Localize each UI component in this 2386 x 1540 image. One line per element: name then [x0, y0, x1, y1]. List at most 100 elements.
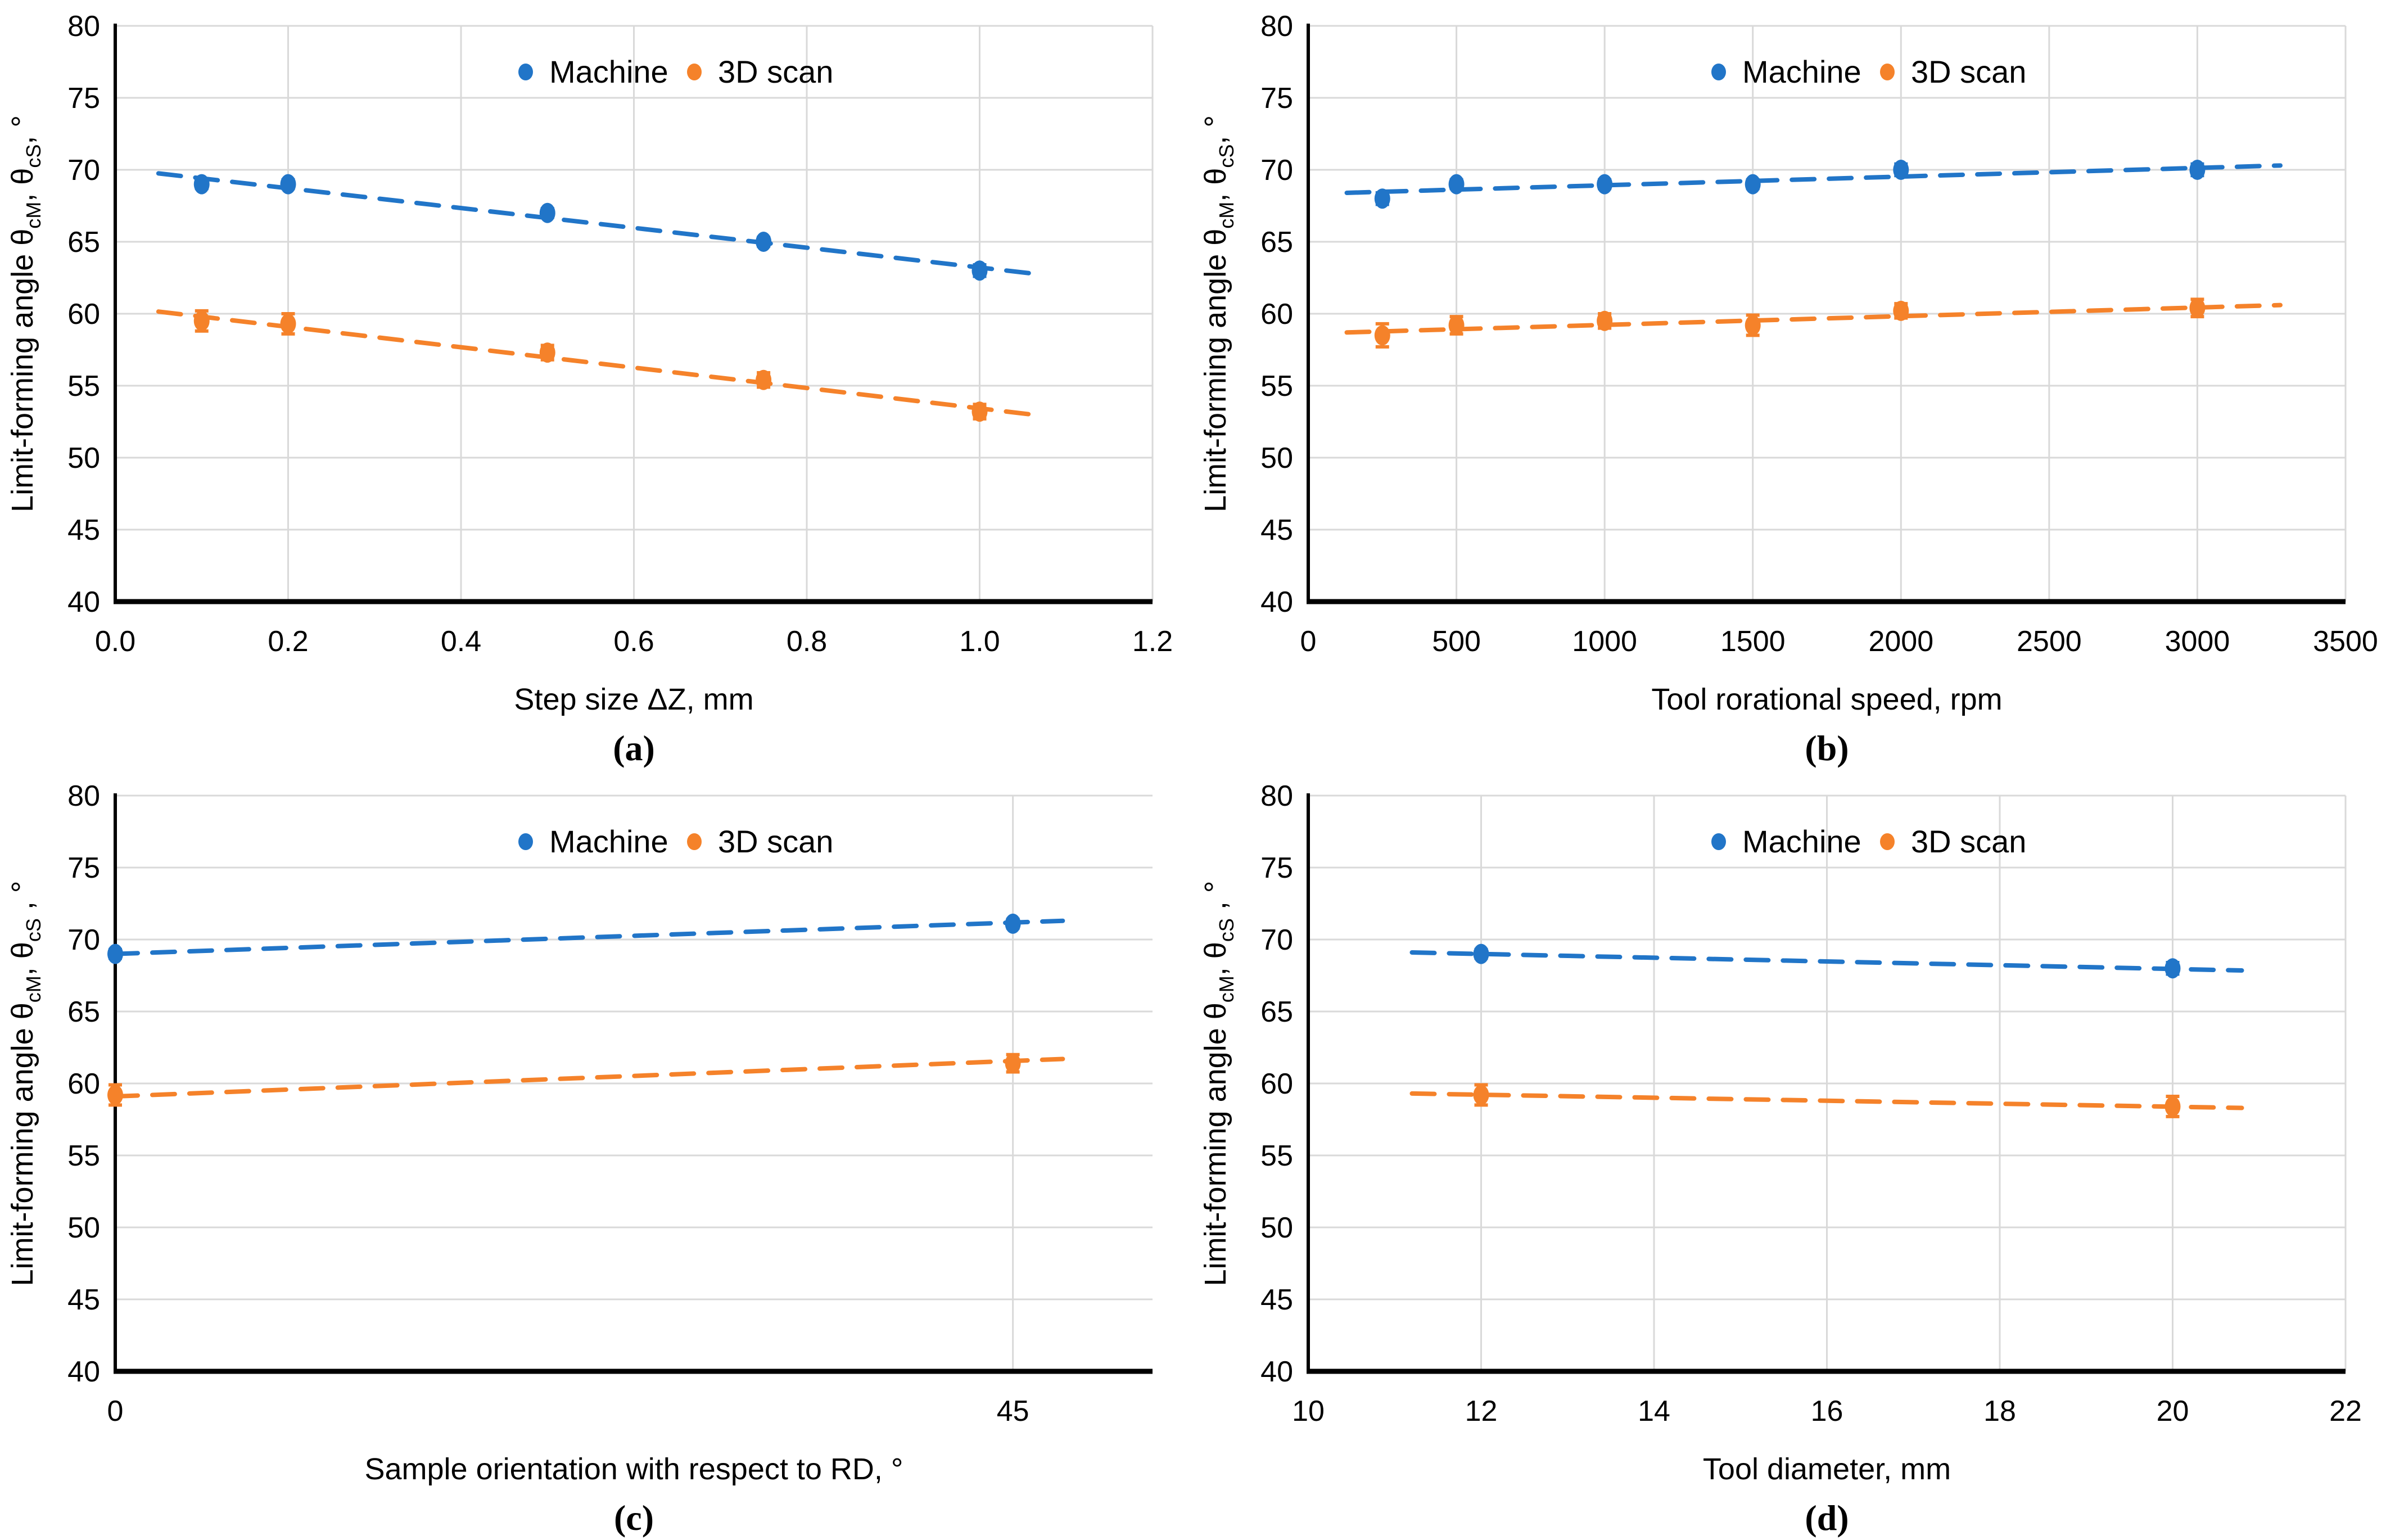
x-tick-label: 12: [1465, 1395, 1498, 1428]
legend-label: Machine: [1742, 824, 1861, 859]
chart-panel-a: 0.0 0.2 0.4 0.6 0.8 1.0 1.2 40 45 50 55 60 65 70 75 80 S…: [0, 0, 1193, 770]
y-tick-label: 70: [1260, 154, 1293, 187]
legend-label: 3D scan: [718, 54, 833, 89]
x-axis-title: Step size ΔZ, mm: [514, 683, 753, 716]
data-point-scan: [1597, 310, 1613, 331]
legend-label: 3D scan: [1911, 54, 2026, 89]
legend-marker-machine: [1711, 833, 1726, 850]
data-point-scan: [1448, 315, 1465, 336]
y-tick-label: 40: [1260, 586, 1293, 618]
legend-marker-scan: [1880, 833, 1895, 850]
data-point-scan: [193, 310, 210, 331]
y-tick-label: 55: [1260, 370, 1293, 403]
y-tick-label: 80: [1260, 780, 1293, 812]
y-tick-label: 60: [1260, 298, 1293, 331]
data-point-scan: [1745, 315, 1761, 336]
y-tick-label: 45: [67, 514, 100, 547]
y-tick-label: 75: [1260, 852, 1293, 884]
data-point-machine: [1745, 174, 1761, 195]
x-tick-label: 0.8: [787, 625, 827, 658]
y-tick-label: 80: [67, 10, 100, 43]
chart-panel-c: 0 45 40 45 50 55 60 65 70 75 80 Sample orientation …: [0, 770, 1193, 1540]
y-tick-label: 80: [1260, 10, 1293, 43]
data-point-machine: [193, 174, 210, 195]
trendline-scan: [1344, 302, 2283, 335]
y-tick-label: 50: [67, 1212, 100, 1244]
x-tick-label: 1000: [1572, 625, 1637, 658]
x-tick-label: 10: [1292, 1395, 1325, 1428]
panel-caption: (d): [1805, 1498, 1849, 1538]
data-point-scan: [971, 401, 988, 422]
x-tick-label: 3000: [2165, 625, 2230, 658]
data-point-scan: [539, 342, 555, 363]
legend-label: Machine: [549, 54, 668, 89]
y-tick-label: 40: [67, 1356, 100, 1388]
data-point-scan: [2164, 1096, 2181, 1117]
data-point-machine: [1473, 943, 1489, 964]
x-tick-label: 3500: [2313, 625, 2378, 658]
trendline-scan: [113, 1056, 1065, 1099]
data-point-machine: [1374, 188, 1390, 209]
trendline-scan: [156, 309, 1034, 417]
legend-label: Machine: [549, 824, 668, 859]
trendline-machine: [156, 171, 1034, 276]
y-tick-label: 75: [67, 852, 100, 884]
chart-b: 0 500 1000 1500 2000 2500 3000 3500 40 45 50 55 60 65…: [1199, 10, 2378, 768]
chart-panel-b: 0 500 1000 1500 2000 2500 3000 3500 40 45 50 55 60 65…: [1193, 0, 2386, 770]
y-tick-label: 45: [67, 1284, 100, 1316]
data-point-scan: [1005, 1053, 1021, 1074]
x-axis-title: Sample orientation with respect to RD, °: [364, 1452, 903, 1486]
data-point-scan: [107, 1085, 123, 1105]
y-tick-label: 55: [67, 1140, 100, 1172]
y-tick-label: 60: [67, 1068, 100, 1100]
y-tick-label: 45: [1260, 1284, 1293, 1316]
x-tick-label: 0: [1300, 625, 1317, 658]
legend-label: 3D scan: [718, 824, 833, 859]
legend-label: Machine: [1742, 54, 1861, 89]
legend-marker-machine: [518, 64, 533, 80]
data-point-scan: [1374, 325, 1390, 346]
y-axis-title: Limit-forming angle θcM, θcS, °: [1199, 115, 1238, 512]
legend-marker-scan: [687, 833, 702, 850]
data-point-scan: [1893, 300, 1909, 321]
y-tick-label: 65: [1260, 226, 1293, 259]
y-tick-label: 75: [1260, 82, 1293, 115]
data-point-machine: [1893, 160, 1909, 180]
x-axis-title: Tool diameter, mm: [1703, 1452, 1951, 1486]
chart-d: 10 12 14 16 18 20 22 40 45 50 55 60 65 70 75 80 Tool dia…: [1199, 780, 2362, 1538]
legend-marker-scan: [1880, 64, 1895, 80]
trendline-machine: [113, 918, 1065, 956]
trendline-machine: [1409, 950, 2244, 973]
x-axis-title: Tool rorational speed, rpm: [1651, 683, 2002, 716]
x-tick-label: 0.0: [95, 625, 135, 658]
y-tick-label: 65: [67, 226, 100, 259]
x-tick-label: 0.2: [268, 625, 308, 658]
data-point-machine: [1005, 913, 1021, 934]
x-tick-label: 0.6: [613, 625, 654, 658]
trendline-scan: [1409, 1091, 2244, 1110]
y-tick-label: 75: [67, 82, 100, 115]
data-point-scan: [1473, 1085, 1489, 1105]
legend-label: 3D scan: [1911, 824, 2026, 859]
data-point-machine: [280, 174, 296, 195]
x-tick-label: 14: [1638, 1395, 1670, 1428]
trendline-machine: [1344, 163, 2283, 195]
y-tick-label: 70: [1260, 924, 1293, 956]
data-point-machine: [1448, 174, 1465, 195]
y-tick-label: 80: [67, 780, 100, 812]
x-tick-label: 22: [2329, 1395, 2362, 1428]
data-point-scan: [2189, 297, 2206, 318]
y-tick-label: 40: [67, 586, 100, 618]
data-point-machine: [107, 943, 123, 964]
y-tick-label: 70: [67, 154, 100, 187]
y-tick-label: 60: [67, 298, 100, 331]
data-point-machine: [539, 202, 555, 223]
y-axis-title: Limit-forming angle θcM, θcS, °: [6, 115, 45, 512]
y-tick-label: 50: [67, 442, 100, 475]
data-point-scan: [280, 313, 296, 334]
data-point-scan: [756, 369, 772, 390]
x-tick-label: 2500: [2017, 625, 2082, 658]
y-tick-label: 70: [67, 924, 100, 956]
data-point-machine: [1597, 174, 1613, 195]
legend-marker-machine: [1711, 64, 1726, 80]
